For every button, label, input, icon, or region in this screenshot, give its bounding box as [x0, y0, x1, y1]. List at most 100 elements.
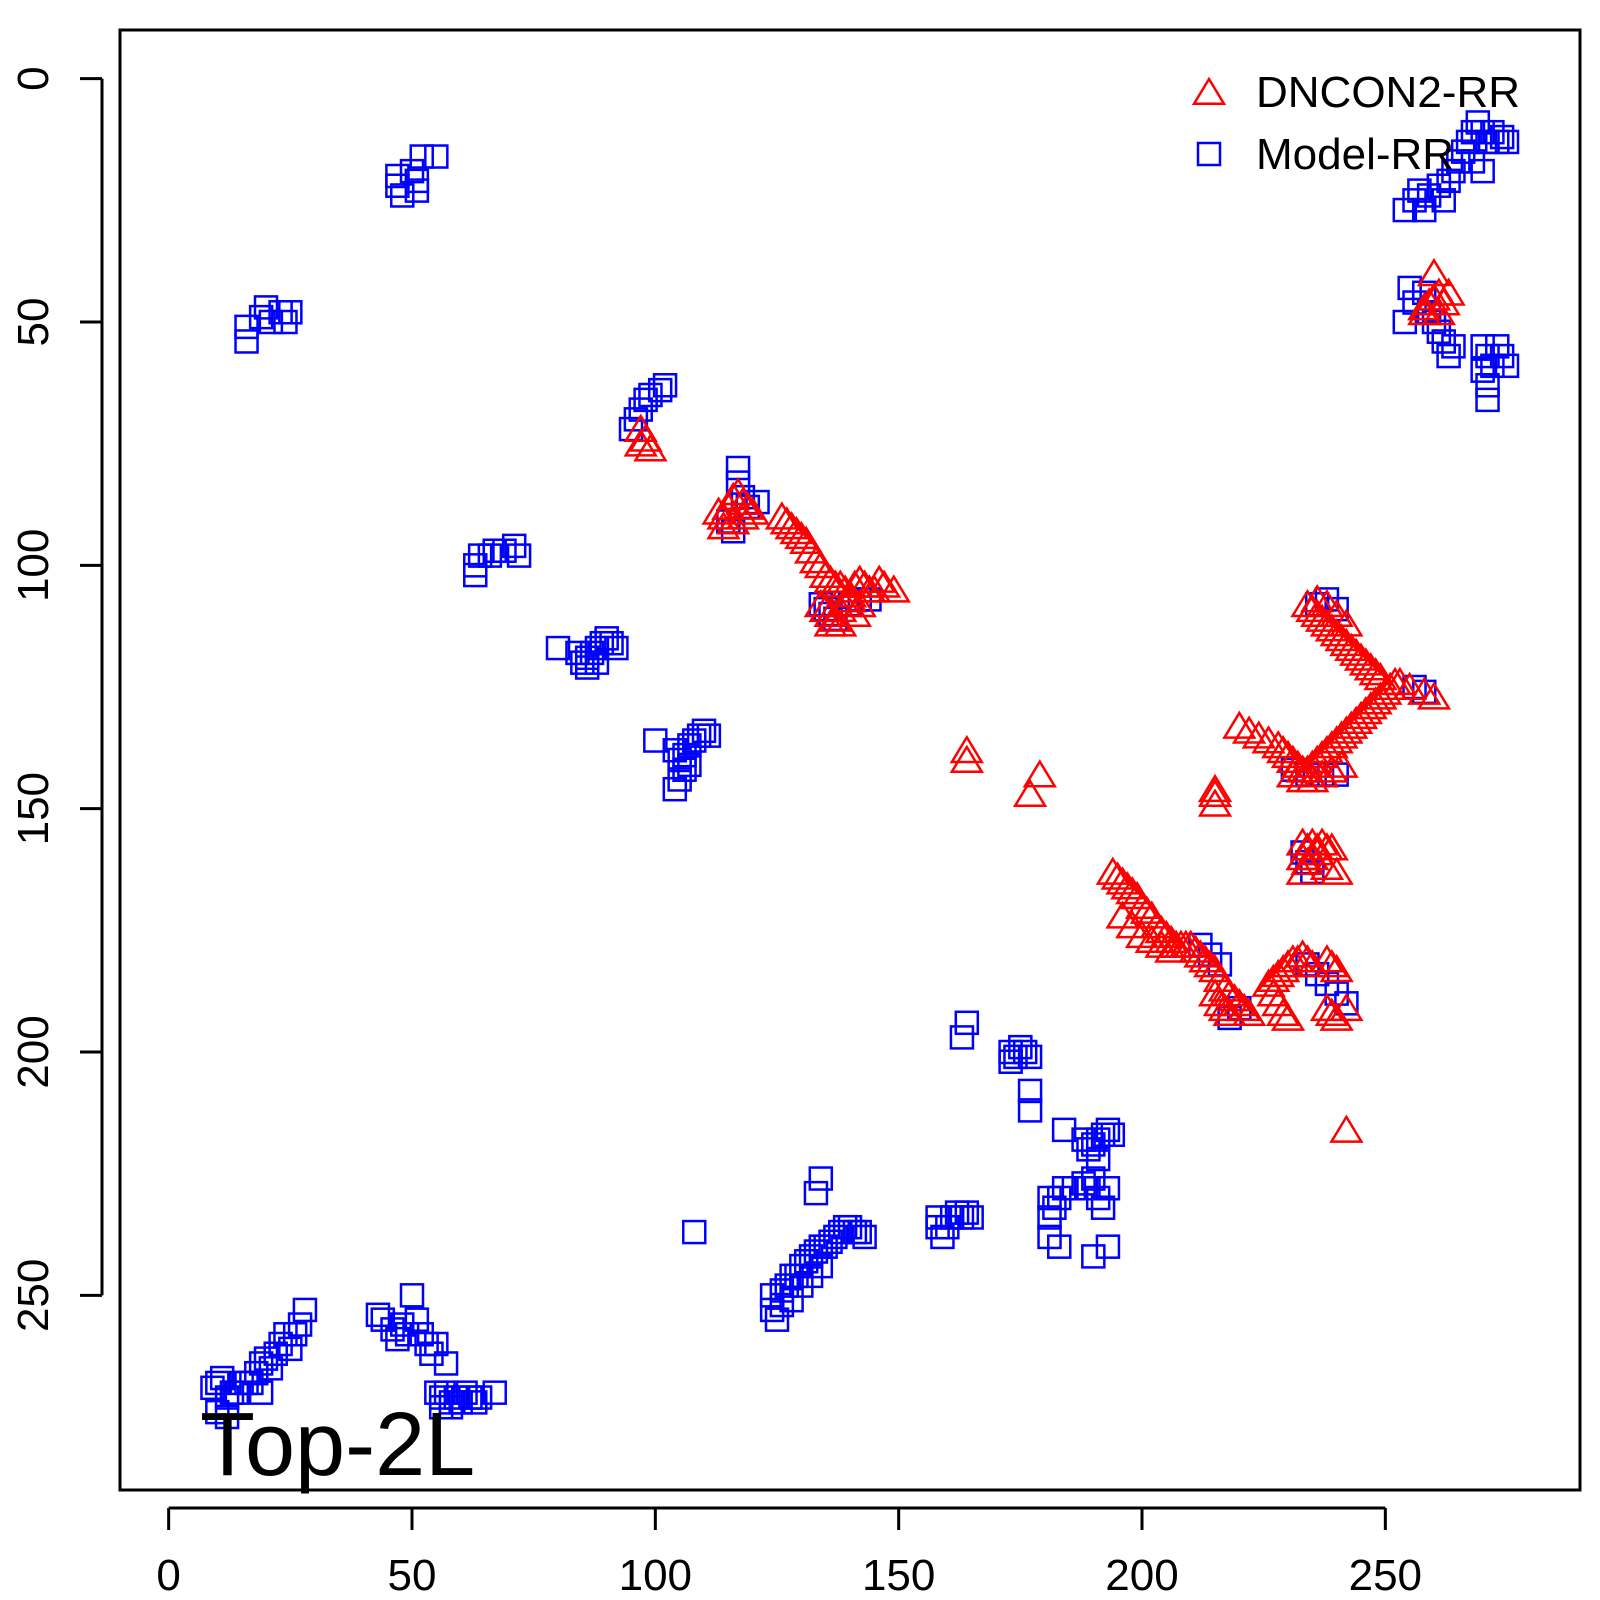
model-point [253, 295, 279, 320]
model-point [385, 173, 410, 198]
model-point [292, 1297, 318, 1323]
model-point [1008, 1034, 1033, 1060]
model-point [453, 1380, 478, 1405]
model-point [667, 767, 692, 792]
model-point [1095, 1117, 1121, 1143]
model-point [1475, 343, 1500, 369]
model-point [1076, 1137, 1101, 1162]
model-point [1061, 1176, 1087, 1201]
model-point [370, 1307, 396, 1332]
model-point [813, 1234, 838, 1259]
model-point [209, 1365, 235, 1391]
x-tick-label: 0 [156, 1551, 180, 1600]
dncon2-point [1309, 851, 1345, 881]
model-point [769, 1292, 795, 1318]
model-point [1431, 188, 1456, 213]
model-point [852, 1224, 877, 1250]
model-point [399, 1283, 425, 1308]
model-point [1426, 173, 1452, 198]
model-point [463, 562, 488, 588]
dncon2-point [1314, 997, 1349, 1027]
dncon2-point [1373, 671, 1408, 700]
y-axis: 0 50 100 150 200 250 [9, 66, 104, 1332]
dncon2-point [1324, 720, 1359, 749]
model-point [278, 300, 303, 325]
dncon2-point [1358, 686, 1393, 715]
model-point [1407, 178, 1432, 203]
dncon2-point [1300, 583, 1335, 613]
dncon2-point [1144, 929, 1179, 958]
dncon2-point [813, 564, 848, 593]
model-point [1470, 158, 1495, 184]
model-point [633, 387, 658, 413]
dncon2-point [1212, 997, 1247, 1027]
model-point [448, 1390, 473, 1415]
model-point [691, 718, 717, 744]
model-point [273, 309, 298, 335]
dncon2-point [1231, 715, 1267, 744]
model-point [1475, 387, 1500, 413]
dncon2-point [1431, 277, 1466, 306]
model-point [1081, 1244, 1106, 1269]
model-point [234, 314, 259, 340]
model-point [798, 1244, 824, 1269]
dncon2-point [1338, 705, 1374, 735]
dncon2-point [1256, 963, 1291, 992]
dncon2-point [1197, 778, 1233, 808]
model-point [482, 1380, 507, 1405]
model-point [1485, 334, 1510, 359]
dncon2-point [784, 520, 819, 550]
model-point [409, 144, 434, 169]
model-point [764, 1307, 790, 1332]
model-point [492, 538, 517, 563]
dncon2-point [823, 593, 858, 623]
dncon2-point [1319, 856, 1354, 885]
model-point [1441, 158, 1466, 184]
dncon2-point [1115, 875, 1150, 905]
dncon2-point [1124, 919, 1160, 949]
model-point [1017, 1098, 1043, 1123]
dncon2-point [1012, 778, 1048, 808]
model-point [574, 655, 600, 680]
model-point [798, 1263, 824, 1289]
dncon2-point [1329, 608, 1364, 637]
model-point [774, 1273, 799, 1298]
dncon2-point [949, 734, 984, 764]
model-point [954, 1010, 980, 1036]
model-point [1441, 334, 1466, 359]
model-point [501, 533, 527, 559]
dncon2-point [1319, 725, 1354, 754]
model-point [1100, 1122, 1126, 1147]
dncon2-point [1329, 992, 1364, 1022]
dncon2-point [1421, 296, 1457, 326]
model-point [579, 640, 605, 666]
model-point [1460, 149, 1486, 174]
dncon2-point [1363, 681, 1398, 710]
model-point [628, 397, 653, 422]
dncon2-point [1192, 948, 1228, 978]
dncon2-point [1270, 948, 1306, 978]
model-point [1397, 275, 1422, 301]
y-tick-label: 50 [9, 298, 58, 347]
model-point [214, 1404, 240, 1430]
model-point [682, 728, 707, 753]
model-point [1081, 1132, 1106, 1157]
dncon2-point [1324, 749, 1359, 778]
y-tick-label: 250 [9, 1259, 58, 1332]
dncon2-point [1295, 841, 1330, 871]
dncon2-point [1265, 997, 1301, 1027]
dncon2-point [1197, 773, 1233, 803]
model-point [1085, 1146, 1111, 1172]
model-point [239, 1370, 264, 1396]
model-point [438, 1395, 464, 1420]
dncon2-point [716, 506, 751, 535]
model-point [1081, 1166, 1106, 1191]
model-point [419, 1341, 444, 1366]
dncon2-point [1314, 754, 1349, 783]
model-point [258, 309, 284, 335]
model-point [1085, 1185, 1111, 1211]
model-point [433, 1380, 459, 1405]
model-point [828, 1219, 853, 1245]
dncon2-point [1343, 700, 1379, 730]
model-point [385, 1326, 410, 1352]
